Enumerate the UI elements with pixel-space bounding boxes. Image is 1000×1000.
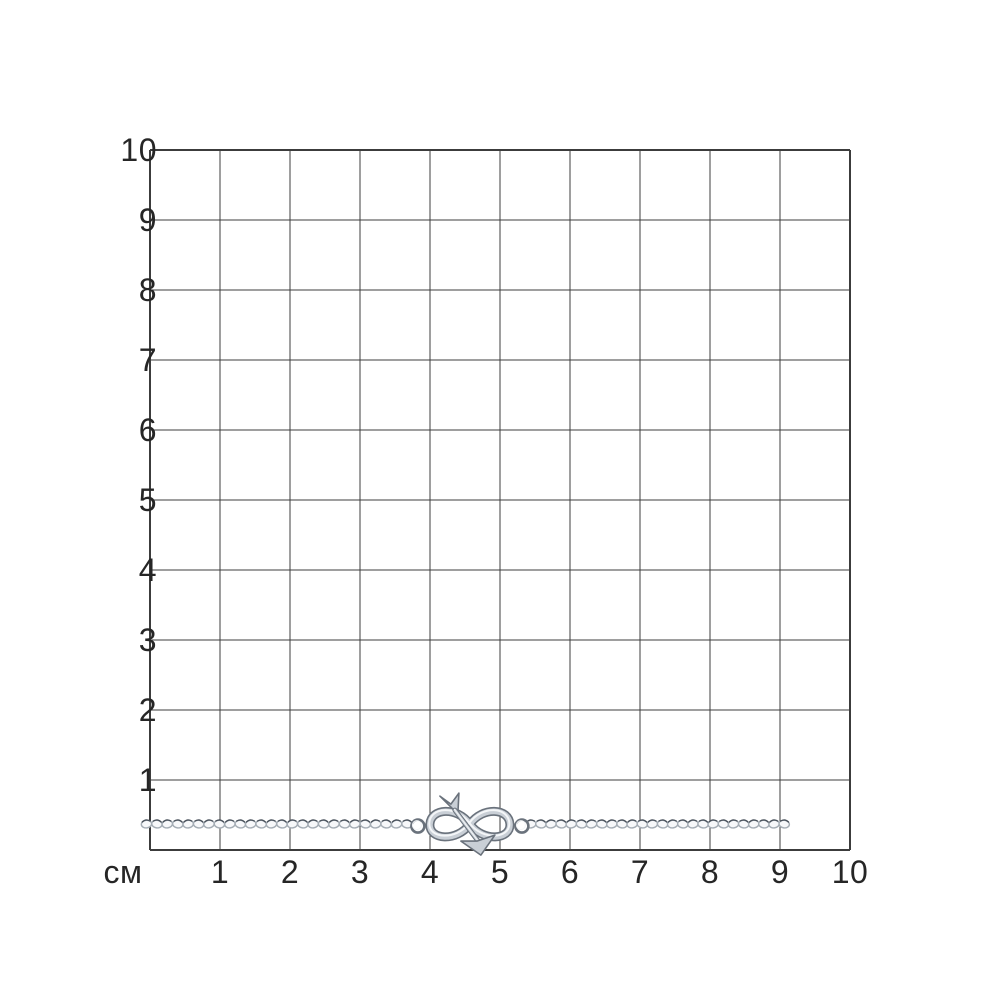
- infinity-symbol-highlight: [428, 809, 511, 837]
- x-axis-label-7: 7: [630, 854, 650, 890]
- jump-ring-left: [410, 818, 426, 834]
- y-axis-label-2: 2: [138, 692, 157, 728]
- y-axis-label-8: 8: [138, 272, 157, 308]
- infinity-arrow-charm: [410, 792, 530, 856]
- arrow-head: [460, 834, 496, 856]
- y-axis-label-4: 4: [138, 552, 157, 588]
- x-axis-label-8: 8: [700, 854, 720, 890]
- jump-ring-right-highlight: [515, 820, 526, 831]
- y-axis-label-5: 5: [138, 482, 157, 518]
- x-axis-label-10: 10: [831, 854, 869, 890]
- jump-ring-right: [514, 818, 530, 834]
- y-axis-label-1: 1: [138, 762, 157, 798]
- bracelet-chain: [140, 819, 791, 829]
- x-axis-label-2: 2: [280, 854, 300, 890]
- y-axis-label-6: 6: [138, 412, 157, 448]
- x-axis-label-4: 4: [420, 854, 440, 890]
- x-axis-label-5: 5: [490, 854, 510, 890]
- jump-ring-left-highlight: [411, 820, 422, 831]
- x-axis-label-6: 6: [560, 854, 580, 890]
- measurement-grid: [149, 149, 851, 851]
- x-axis-label-9: 9: [770, 854, 790, 890]
- arrow-shaft-highlight: [453, 808, 479, 842]
- unit-label: см: [103, 854, 143, 890]
- y-axis-label-7: 7: [138, 342, 157, 378]
- y-axis-label-10: 10: [120, 132, 157, 168]
- x-axis-label-3: 3: [350, 854, 370, 890]
- y-axis-label-9: 9: [138, 202, 157, 238]
- y-axis-label-3: 3: [138, 622, 157, 658]
- x-axis-label-1: 1: [210, 854, 230, 890]
